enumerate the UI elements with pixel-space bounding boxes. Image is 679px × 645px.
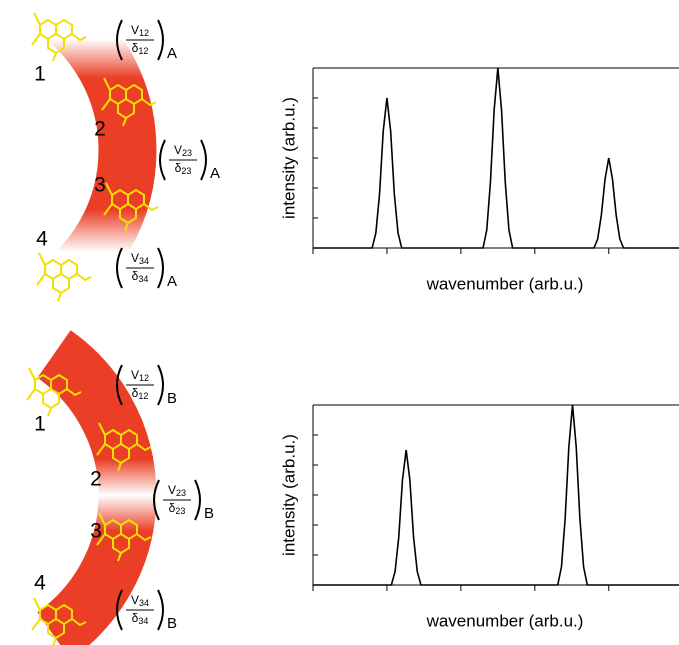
paren bbox=[116, 247, 123, 289]
site-label: 4 bbox=[34, 572, 46, 595]
symbol: V bbox=[131, 23, 139, 37]
index: 12 bbox=[138, 46, 148, 56]
symbol: V bbox=[131, 368, 139, 382]
x-axis-label: wavenumber (arb.u.) bbox=[426, 611, 584, 630]
x-axis-label: wavenumber (arb.u.) bbox=[426, 274, 584, 293]
y-axis-label: intensity (arb.u.) bbox=[279, 97, 298, 219]
index: 34 bbox=[138, 274, 148, 284]
paren bbox=[157, 247, 164, 289]
spectrum-line bbox=[313, 67, 679, 249]
numerator: V23 bbox=[174, 143, 192, 158]
symbol: δ bbox=[175, 161, 182, 175]
symbol: δ bbox=[132, 41, 139, 55]
index: 23 bbox=[182, 148, 192, 158]
site-label: 3 bbox=[94, 174, 106, 197]
paren bbox=[157, 19, 164, 61]
chain-band bbox=[36, 0, 157, 315]
subscript: B bbox=[204, 505, 214, 522]
subscript: A bbox=[167, 273, 177, 290]
index: 12 bbox=[138, 391, 148, 401]
site-label: 3 bbox=[90, 520, 102, 543]
paren bbox=[116, 19, 123, 61]
numerator: V12 bbox=[131, 368, 149, 383]
spectrum-line bbox=[313, 404, 679, 586]
subscript: A bbox=[210, 165, 220, 182]
symbol: δ bbox=[169, 501, 176, 515]
paren bbox=[116, 589, 123, 631]
paren bbox=[194, 479, 201, 521]
index: 34 bbox=[138, 616, 148, 626]
numerator: V34 bbox=[131, 251, 149, 266]
index: 23 bbox=[175, 506, 185, 516]
denominator: δ23 bbox=[169, 501, 186, 516]
index: 34 bbox=[139, 256, 149, 266]
index: 12 bbox=[139, 373, 149, 383]
denominator: δ34 bbox=[132, 269, 149, 284]
symbol: δ bbox=[132, 611, 139, 625]
denominator: δ12 bbox=[132, 386, 149, 401]
numerator: V23 bbox=[168, 483, 186, 498]
paren bbox=[159, 139, 166, 181]
site-label: 2 bbox=[90, 468, 102, 491]
paren bbox=[157, 364, 164, 406]
index: 23 bbox=[176, 488, 186, 498]
y-axis-label: intensity (arb.u.) bbox=[279, 434, 298, 556]
symbol: V bbox=[174, 143, 182, 157]
paren bbox=[116, 364, 123, 406]
index: 34 bbox=[139, 598, 149, 608]
numerator: V12 bbox=[131, 23, 149, 38]
symbol: δ bbox=[132, 386, 139, 400]
symbol: V bbox=[131, 593, 139, 607]
site-label: 1 bbox=[34, 413, 46, 436]
symbol: V bbox=[168, 483, 176, 497]
subscript: B bbox=[167, 615, 177, 632]
index: 12 bbox=[139, 28, 149, 38]
subscript: A bbox=[167, 45, 177, 62]
numerator: V34 bbox=[131, 593, 149, 608]
diagram-a bbox=[31, 0, 159, 315]
paren bbox=[153, 479, 160, 521]
subscript: B bbox=[167, 390, 177, 407]
site-label: 4 bbox=[36, 228, 48, 251]
symbol: V bbox=[131, 251, 139, 265]
symbol: δ bbox=[132, 269, 139, 283]
site-label: 1 bbox=[34, 63, 46, 86]
site-label: 2 bbox=[94, 118, 106, 141]
denominator: δ23 bbox=[175, 161, 192, 176]
diagram-b bbox=[26, 330, 157, 645]
chain-band bbox=[36, 330, 157, 645]
paren bbox=[157, 589, 164, 631]
index: 23 bbox=[181, 166, 191, 176]
denominator: δ12 bbox=[132, 41, 149, 56]
paren bbox=[200, 139, 207, 181]
denominator: δ34 bbox=[132, 611, 149, 626]
